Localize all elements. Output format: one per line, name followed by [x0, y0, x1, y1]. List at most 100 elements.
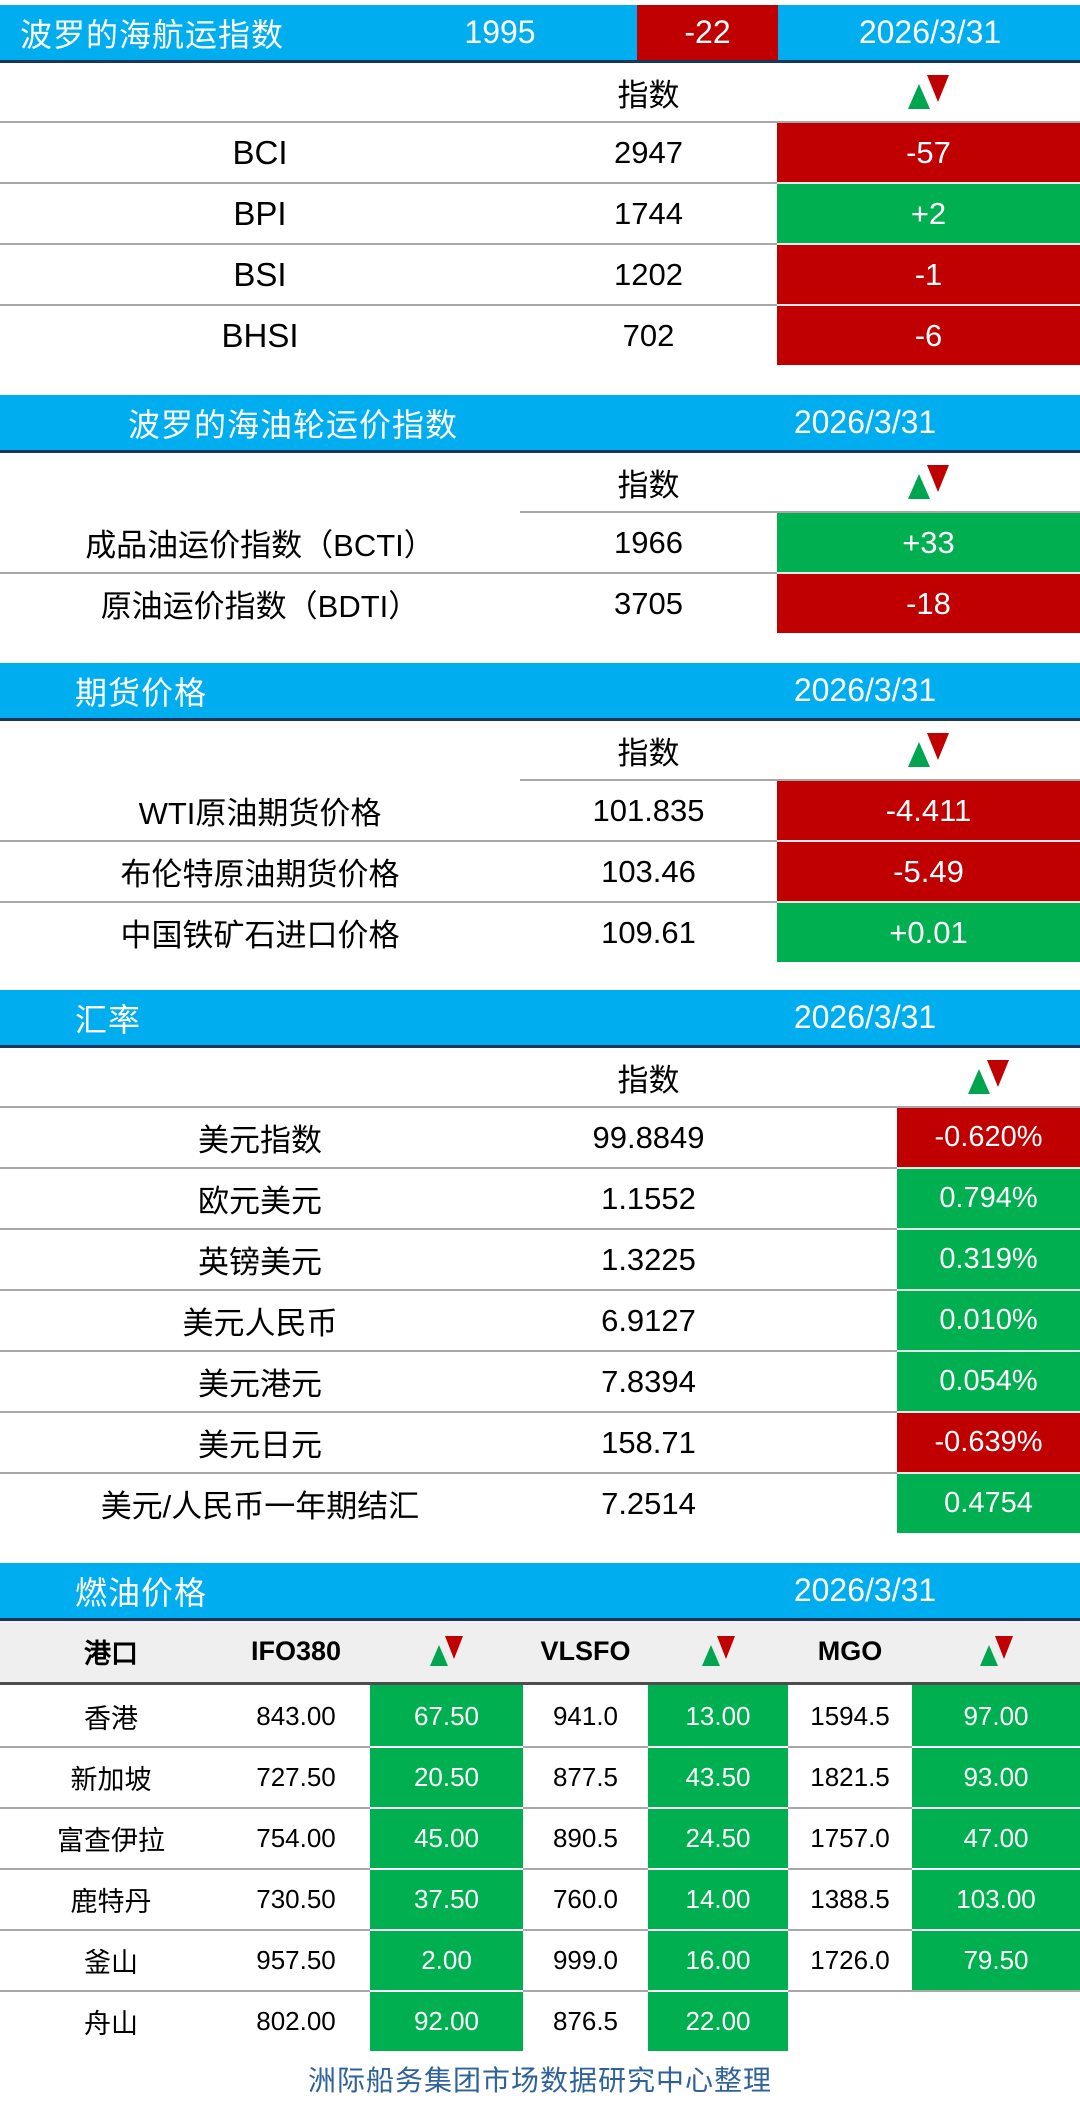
- index-column-label: 指数: [617, 1062, 680, 1098]
- section-title: 燃油价格: [75, 1574, 208, 1611]
- table-row: BSI 1202 -1: [0, 243, 1080, 304]
- row-label: BSI: [0, 243, 520, 304]
- mgo-change-value: 97.00: [912, 1685, 1080, 1746]
- table-row: BPI 1744 +2: [0, 182, 1080, 243]
- change-value: 0.4754: [897, 1472, 1080, 1533]
- spacer: [777, 1411, 897, 1472]
- section-baltic-shipping-index: 波罗的海航运指数 1995 -22 2026/3/31 指数 BCI 2947 -5…: [0, 5, 1080, 365]
- row-label: BPI: [0, 182, 520, 243]
- index-value: 7.8394: [520, 1350, 777, 1411]
- change-value: -0.639%: [897, 1411, 1080, 1472]
- table-row: 美元人民币 6.9127 0.010%: [0, 1289, 1080, 1350]
- headline-index-value: 1995: [464, 14, 536, 50]
- ifo380-change-value: 45.00: [370, 1807, 523, 1868]
- port-name: 富查伊拉: [0, 1807, 222, 1868]
- port-name: 新加坡: [0, 1746, 222, 1807]
- section-title: 汇率: [75, 1001, 142, 1038]
- change-value: -18: [777, 572, 1080, 633]
- fuel-table-row: 釜山 957.50 2.00 999.0 16.00 1726.0 79.50: [0, 1929, 1080, 1990]
- row-label: 布伦特原油期货价格: [0, 840, 520, 901]
- row-label: 美元日元: [0, 1411, 520, 1472]
- index-column-label: 指数: [617, 735, 680, 771]
- change-value: 0.794%: [897, 1167, 1080, 1228]
- spacer: [777, 1106, 897, 1167]
- index-value: 109.61: [520, 901, 777, 962]
- row-label: 中国铁矿石进口价格: [0, 901, 520, 962]
- ifo380-change-value: 20.50: [370, 1746, 523, 1807]
- section-date: 2026/3/31: [793, 1572, 937, 1608]
- change-column-header: [777, 464, 1080, 499]
- fuel-table-rows: 香港 843.00 67.50 941.0 13.00 1594.5 97.00 新加坡 727…: [0, 1685, 1080, 2051]
- section-exchange-rates: 汇率 2026/3/31 指数 美元指数 99.8849 -0.620% 欧元美元 1.…: [0, 990, 1080, 1533]
- index-value: 6.9127: [520, 1289, 777, 1350]
- change-value: -4.411: [777, 779, 1080, 840]
- mgo-value: 1388.5: [788, 1868, 912, 1929]
- mgo-value: 1594.5: [810, 1701, 890, 1731]
- table-row: 成品油运价指数（BCTI） 1966 +33: [0, 511, 1080, 572]
- vlsfo-change-value: 16.00: [648, 1929, 788, 1990]
- up-down-arrows-icon: [908, 74, 949, 109]
- port-column-label: 港口: [84, 1639, 138, 1669]
- row-label: 原油运价指数（BDTI）: [0, 572, 520, 633]
- change-value: -1: [777, 243, 1080, 304]
- change-value: 0.010%: [897, 1289, 1080, 1350]
- index-value: 7.2514: [520, 1472, 777, 1533]
- spacer: [777, 1350, 897, 1411]
- vlsfo-column-label: VLSFO: [540, 1636, 631, 1666]
- mgo-value: 1726.0: [788, 1929, 912, 1990]
- section-title: 波罗的海油轮运价指数: [128, 406, 459, 443]
- row-label: 美元/人民币一年期结汇: [0, 1472, 520, 1533]
- up-down-arrows-icon: [701, 1634, 735, 1668]
- fuel-table-row: 香港 843.00 67.50 941.0 13.00 1594.5 97.00: [0, 1685, 1080, 1746]
- change-value: 0.319%: [897, 1228, 1080, 1289]
- vlsfo-change-value: 14.00: [648, 1868, 788, 1929]
- up-down-arrows-icon: [979, 1634, 1013, 1668]
- change-column-header: [370, 1634, 523, 1669]
- section-date: 2026/3/31: [793, 672, 937, 708]
- spacer: [777, 1167, 897, 1228]
- ifo380-change-value: 37.50: [370, 1868, 523, 1929]
- table-row: 美元/人民币一年期结汇 7.2514 0.4754: [0, 1472, 1080, 1533]
- port-name: 釜山: [0, 1929, 222, 1990]
- table-rows: 成品油运价指数（BCTI） 1966 +33 原油运价指数（BDTI） 3705 -18: [0, 511, 1080, 633]
- vlsfo-value: 999.0: [523, 1929, 648, 1990]
- table-row: 英镑美元 1.3225 0.319%: [0, 1228, 1080, 1289]
- fuel-table-row: 鹿特丹 730.50 37.50 760.0 14.00 1388.5 103.00: [0, 1868, 1080, 1929]
- index-column-label: 指数: [617, 467, 680, 503]
- ifo380-value: 727.50: [222, 1746, 370, 1807]
- vlsfo-change-value: 43.50: [648, 1746, 788, 1807]
- change-column-header: [912, 1634, 1080, 1669]
- vlsfo-value: 890.5: [523, 1807, 648, 1868]
- mgo-change-value: [912, 1990, 1080, 2051]
- up-down-arrows-icon: [430, 1634, 463, 1668]
- table-row: 美元港元 7.8394 0.054%: [0, 1350, 1080, 1411]
- column-header-row: 指数: [0, 721, 1080, 779]
- fuel-table-row: 富查伊拉 754.00 45.00 890.5 24.50 1757.0 47.00: [0, 1807, 1080, 1868]
- ifo380-column-label: IFO380: [250, 1636, 342, 1666]
- row-label: BHSI: [0, 304, 520, 365]
- ifo380-value: 754.00: [222, 1807, 370, 1868]
- mgo-change-value: 103.00: [912, 1868, 1080, 1929]
- fuel-table-row: 舟山 802.00 92.00 876.5 22.00: [0, 1990, 1080, 2051]
- row-label: 成品油运价指数（BCTI）: [85, 528, 435, 563]
- mgo-column-label: MGO: [817, 1636, 883, 1666]
- spacer: [777, 1228, 897, 1289]
- headline-change-badge: -22: [637, 5, 778, 60]
- ifo380-value: 843.00: [256, 1701, 336, 1731]
- section-date: 2026/3/31: [793, 999, 937, 1035]
- section-header-futures: 期货价格 2026/3/31: [0, 663, 1080, 721]
- index-value: 99.8849: [520, 1106, 777, 1167]
- change-value: +33: [777, 511, 1080, 572]
- mgo-value: [788, 1990, 912, 2051]
- index-value: 101.835: [520, 779, 777, 840]
- ifo380-value: 802.00: [222, 1990, 370, 2051]
- vlsfo-value: 760.0: [523, 1868, 648, 1929]
- fuel-column-header-row: 港口 IFO380 VLSFO MGO: [0, 1621, 1080, 1685]
- row-label: 美元港元: [0, 1350, 520, 1411]
- section-title: 波罗的海航运指数: [20, 16, 285, 53]
- section-fuel-prices: 燃油价格 2026/3/31 港口 IFO380 VLSFO MGO 香港 843…: [0, 1563, 1080, 2051]
- section-futures-prices: 期货价格 2026/3/31 指数 WTI原油期货价格 101.835 -4.411…: [0, 663, 1080, 962]
- mgo-change-value: 93.00: [912, 1746, 1080, 1807]
- up-down-arrows-icon: [968, 1059, 1009, 1094]
- column-header-row: 指数: [0, 453, 1080, 511]
